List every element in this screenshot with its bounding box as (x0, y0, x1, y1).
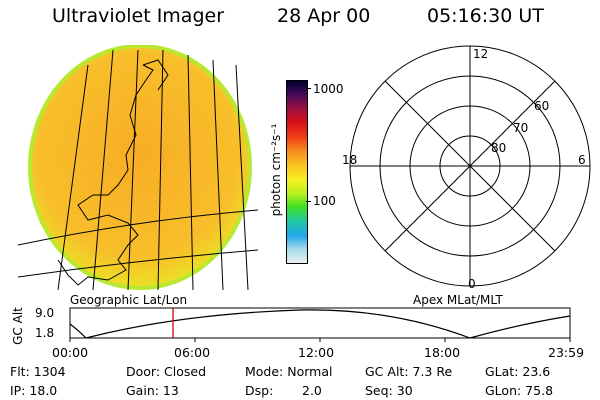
colorbar-tick-1000: 1000 (313, 82, 344, 96)
colorbar (286, 80, 308, 264)
dsp-value: 2.0 (302, 383, 322, 398)
mlt-line-diag-2 (384, 80, 556, 252)
orbit-time-tickmarks (69, 338, 571, 342)
auroral-image (18, 45, 258, 290)
sequence-number: Seq: 30 (365, 383, 413, 398)
ip-value: IP: 18.0 (10, 383, 58, 398)
colorbar-tick-marks (306, 88, 311, 89)
colorbar-tick-100: 100 (313, 194, 336, 208)
mlt-label-18: 18 (342, 153, 357, 167)
colorbar-tick-mark-100 (306, 201, 311, 202)
time-label: 05:16:30 UT (427, 5, 544, 27)
flight-number: Flt: 1304 (10, 364, 66, 379)
geo-latitude: GLat: 23.6 (485, 364, 551, 379)
orbit-time-tick-1800: 18:00 (424, 345, 461, 360)
polar-dial: 12 18 6 0 60 70 80 (342, 45, 591, 291)
orbit-time-tick-1200: 12:00 (298, 345, 335, 360)
orbit-plot-frame (69, 307, 571, 339)
gc-altitude: GC Alt: 7.3 Re (365, 364, 453, 379)
date-label: 28 Apr 00 (277, 5, 371, 27)
geo-grid-lines (18, 49, 258, 290)
orbit-plot (69, 307, 571, 342)
mlt-label-12: 12 (473, 47, 488, 61)
colorbar-unit-label: photon cm⁻²s⁻¹ (269, 123, 283, 217)
lat-label-70: 70 (513, 121, 528, 135)
lat-label-80: 80 (491, 141, 506, 155)
geo-longitude: GLon: 75.8 (485, 383, 554, 398)
orbit-time-tick-2359: 23:59 (548, 345, 585, 360)
orbit-time-tick-0600: 06:00 (174, 345, 211, 360)
orbit-ytick-bottom: 1.8 (35, 326, 55, 340)
dsp-label: Dsp: (245, 383, 274, 398)
mode-status: Mode: Normal (245, 364, 333, 379)
orbit-ylabel: GC Alt (11, 307, 25, 345)
geographic-subtitle: Geographic Lat/Lon (70, 293, 188, 307)
orbit-ytick-top: 9.0 (35, 306, 55, 320)
door-status: Door: Closed (126, 364, 207, 379)
mlt-label-0: 0 (468, 277, 476, 291)
coastline (57, 59, 169, 286)
gain-value: Gain: 13 (126, 383, 179, 398)
instrument-title: Ultraviolet Imager (52, 5, 225, 27)
apex-subtitle: Apex MLat/MLT (413, 293, 503, 307)
mlt-label-6: 6 (578, 153, 586, 167)
orbit-time-tick-0000: 00:00 (52, 345, 89, 360)
orbit-altitude-curve (69, 309, 571, 339)
image-limb-ring (28, 45, 252, 290)
lat-label-60: 60 (534, 99, 549, 113)
